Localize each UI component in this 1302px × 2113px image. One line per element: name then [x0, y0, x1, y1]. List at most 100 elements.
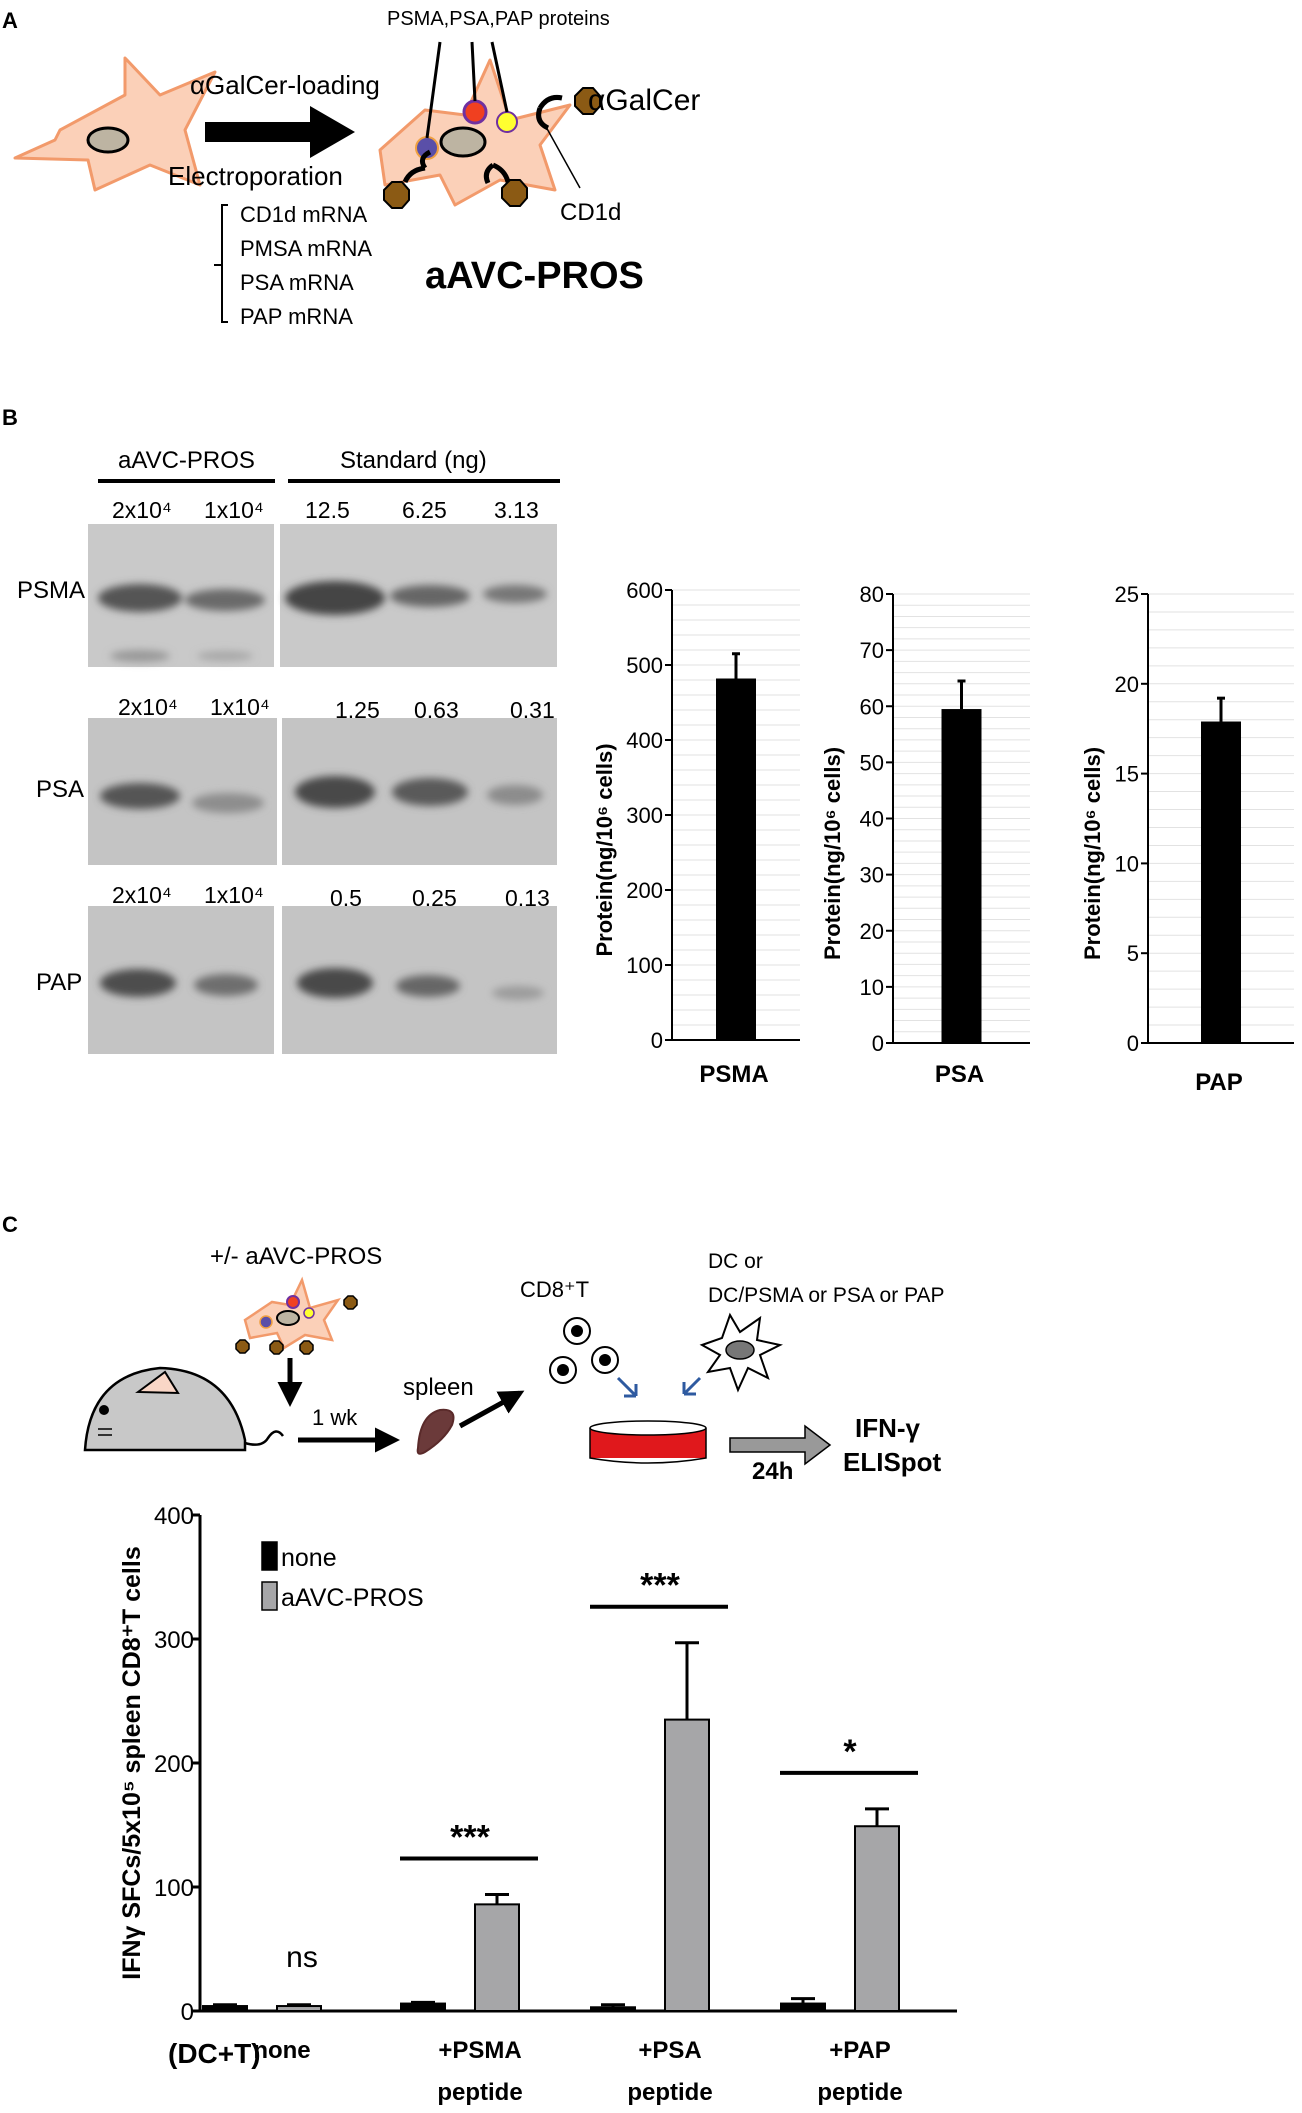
incubation-arrow-icon	[729, 1424, 832, 1466]
agalcer-label: αGalCer	[588, 84, 700, 117]
western-blot-psma: PSMA 2x10⁴ 1x10⁴ 12.5 6.25 3.13	[17, 497, 557, 667]
y-tick-label: 300	[626, 803, 663, 828]
bar-chart-elispot: 0 100 200 300 400 IFNγ SFCs/5x10⁵ spleen CD8⁺…	[118, 1503, 957, 2106]
nucleus-icon	[439, 126, 487, 158]
naive-cell-icon	[13, 56, 217, 192]
mrna-bracket	[214, 204, 228, 323]
blot-lane-label: 1x10⁴	[204, 497, 264, 523]
readout-label-1: IFN-γ	[855, 1413, 921, 1443]
x-category-label: PAP	[1195, 1069, 1243, 1096]
bar-chart-psa: 0 10 20 30 40 50 60 70 80 PSA Protein(ng/10⁶ cells…	[820, 582, 1030, 1088]
y-tick-label: 200	[626, 878, 663, 903]
x-prefix-label: (DC+T)	[168, 2038, 261, 2069]
pap-protein-icon	[496, 111, 518, 133]
bar	[590, 2006, 636, 2013]
x-category-label: peptide	[437, 2079, 522, 2106]
y-axis-label: IFNγ SFCs/5x10⁵ spleen CD8⁺T cells	[118, 1546, 146, 1979]
blot-lane-label: 2x10⁴	[112, 882, 172, 908]
bar	[941, 709, 982, 1043]
y-tick-label: 80	[860, 582, 884, 607]
significance-label: ***	[640, 1567, 680, 1605]
blot-lane-label: 1x10⁴	[210, 694, 270, 720]
y-axis-label: Protein(ng/10⁶ cells)	[820, 747, 845, 960]
y-tick-label: 400	[154, 1503, 194, 1530]
bar	[276, 2005, 322, 2013]
panel-b: B aAVC-PROS Standard (ng) PSMA 2x10⁴ 1x1…	[2, 405, 1294, 1096]
bar	[664, 1718, 710, 2012]
bar	[474, 1903, 520, 2012]
agalcer-icon	[383, 181, 410, 209]
mrna-item: PMSA mRNA	[240, 236, 372, 261]
western-blot-psa: PSA 2x10⁴ 1x10⁴ 1.25 0.63 0.31	[36, 694, 557, 865]
y-tick-label: 0	[872, 1031, 884, 1056]
dc-label-2: DC/PSMA or PSA or PAP	[708, 1284, 945, 1307]
cd1d-label: CD1d	[560, 199, 621, 226]
significance-label: ***	[450, 1818, 490, 1856]
y-tick-label: 600	[626, 578, 663, 603]
nucleus-icon	[86, 126, 130, 154]
blot-protein-label: PSMA	[17, 577, 85, 604]
legend-label: none	[281, 1544, 337, 1572]
y-tick-label: 0	[651, 1028, 663, 1053]
panel-c: C +/- aAVC-PROS 1 wk spleen	[2, 1212, 957, 2106]
bar	[202, 2005, 248, 2013]
dc-arrow-icon	[682, 1376, 702, 1396]
readout-label-2: ELISpot	[843, 1447, 942, 1477]
western-blot-pap: PAP 2x10⁴ 1x10⁴ 0.5 0.25 0.13	[36, 882, 557, 1054]
y-axis-label: Protein(ng/10⁶ cells)	[592, 743, 617, 956]
blot-lane-label: 12.5	[305, 497, 350, 523]
legend-swatch	[261, 1581, 278, 1611]
y-tick-label: 100	[154, 1875, 194, 1902]
x-category-label: peptide	[817, 2079, 902, 2106]
blot-header-right: Standard (ng)	[340, 447, 487, 474]
significance-label: *	[843, 1733, 857, 1771]
legend-swatch	[261, 1541, 278, 1571]
proteins-label: PSMA,PSA,PAP proteins	[387, 8, 610, 30]
electroporation-label: Electroporation	[168, 161, 343, 191]
y-tick-label: 0	[181, 1999, 194, 2026]
product-label: aAVC-PROS	[425, 255, 644, 297]
x-category-label: none	[253, 2037, 310, 2064]
y-tick-label: 70	[860, 638, 884, 663]
y-tick-label: 20	[860, 919, 884, 944]
y-tick-label: 5	[1127, 941, 1139, 966]
loading-label: αGalCer-loading	[190, 70, 380, 100]
panel-c-letter: C	[2, 1212, 18, 1237]
culture-dish-icon	[589, 1420, 707, 1464]
bar	[400, 2002, 446, 2013]
duration-label: 1 wk	[312, 1405, 358, 1430]
injected-cell-icon	[235, 1276, 358, 1355]
y-tick-label: 300	[154, 1627, 194, 1654]
y-tick-label: 400	[626, 728, 663, 753]
y-tick-label: 20	[1115, 672, 1139, 697]
bar	[780, 2002, 826, 2013]
x-category-label: PSMA	[699, 1061, 768, 1088]
mrna-list: CD1d mRNA PMSA mRNA PSA mRNA PAP mRNA	[240, 202, 372, 329]
x-category-label: +PSMA	[438, 2037, 521, 2064]
agalcer-icon	[574, 87, 601, 115]
inject-label: +/- aAVC-PROS	[210, 1243, 382, 1270]
mrna-item: CD1d mRNA	[240, 202, 367, 227]
y-tick-label: 10	[1115, 851, 1139, 876]
legend-label: aAVC-PROS	[281, 1584, 424, 1612]
blot-header-left: aAVC-PROS	[118, 447, 255, 474]
x-category-label: PSA	[935, 1061, 984, 1088]
panel-a-letter: A	[2, 8, 18, 33]
panel-b-letter: B	[2, 405, 18, 430]
bar	[1201, 721, 1241, 1043]
significance-label: ns	[286, 1941, 318, 1974]
bar	[854, 1825, 900, 2012]
x-category-label: +PAP	[829, 2037, 891, 2064]
y-tick-label: 60	[860, 694, 884, 719]
dendritic-cell-icon	[699, 1312, 783, 1393]
y-tick-label: 100	[626, 953, 663, 978]
t-cell-arrow-icon	[616, 1376, 638, 1398]
y-axis-label: Protein(ng/10⁶ cells)	[1080, 747, 1105, 960]
y-tick-label: 10	[860, 975, 884, 1000]
y-tick-label: 40	[860, 807, 884, 832]
x-category-label: +PSA	[638, 2037, 701, 2064]
blot-lane-label: 2x10⁴	[112, 497, 172, 523]
dc-label-1: DC or	[708, 1250, 763, 1273]
y-tick-label: 25	[1115, 582, 1139, 607]
y-tick-label: 200	[154, 1751, 194, 1778]
